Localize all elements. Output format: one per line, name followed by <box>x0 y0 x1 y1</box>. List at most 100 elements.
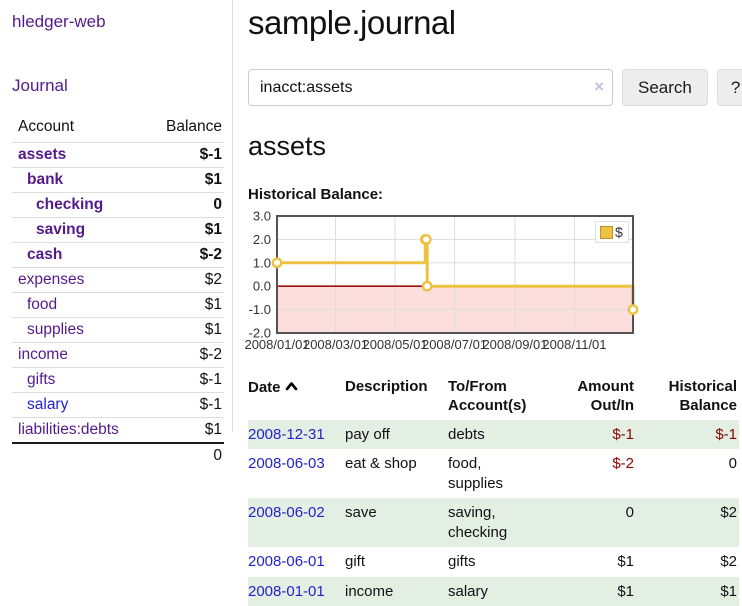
account-row: food $1 <box>12 293 224 318</box>
txn-amount-cell: $1 <box>548 547 636 577</box>
svg-text:2008/05/01: 2008/05/01 <box>362 337 427 352</box>
accounts-total-value: 0 <box>145 443 224 468</box>
svg-text:3.0: 3.0 <box>253 209 271 224</box>
txn-date-link[interactable]: 2008-06-01 <box>248 553 325 570</box>
accounts-header-account: Account <box>12 114 145 143</box>
app-brand-link[interactable]: hledger-web <box>12 12 224 32</box>
txn-accounts-cell: salary <box>448 577 548 606</box>
account-row: cash$-2 <box>12 243 224 268</box>
svg-text:1.0: 1.0 <box>253 255 271 270</box>
column-header-date[interactable]: Date <box>248 376 345 420</box>
txn-date-cell: 2008-06-03 <box>248 449 345 498</box>
account-link[interactable]: supplies <box>27 321 84 338</box>
account-link[interactable]: checking <box>36 196 103 213</box>
search-button[interactable]: Search <box>622 69 708 106</box>
txn-date-link[interactable]: 2008-12-31 <box>248 426 325 443</box>
accounts-total-row: 0 <box>12 443 224 468</box>
help-button[interactable]: ? <box>717 69 742 106</box>
search-input[interactable] <box>248 69 613 106</box>
txn-amount-cell: $-2 <box>548 449 636 498</box>
account-balance: $1 <box>145 168 224 193</box>
txn-date-link[interactable]: 2008-06-02 <box>248 504 325 521</box>
account-link[interactable]: liabilities:debts <box>18 421 119 438</box>
txn-balance-cell: 0 <box>636 449 739 498</box>
account-row: salary $-1 <box>12 393 224 418</box>
column-header-description: Description <box>345 376 448 420</box>
svg-text:2.0: 2.0 <box>253 232 271 247</box>
sidebar-item-journal[interactable]: Journal <box>12 76 224 96</box>
account-balance: $1 <box>145 418 224 444</box>
column-header-amount: Amount Out/In <box>548 376 636 420</box>
account-link[interactable]: cash <box>27 246 62 263</box>
account-balance: $-1 <box>145 393 224 418</box>
txn-date-cell: 2008-06-01 <box>248 547 345 577</box>
txn-amount-cell: 0 <box>548 498 636 547</box>
svg-text:-1.0: -1.0 <box>249 302 271 317</box>
account-link[interactable]: saving <box>36 221 85 238</box>
svg-text:2008/03/01: 2008/03/01 <box>303 337 368 352</box>
account-balance: $2 <box>145 268 224 293</box>
search-input-wrap: × <box>248 69 613 106</box>
account-link[interactable]: salary <box>27 396 68 413</box>
account-balance: $-2 <box>145 343 224 368</box>
account-link[interactable]: gifts <box>27 371 55 388</box>
sort-ascending-icon <box>285 378 298 397</box>
txn-amount-cell: $1 <box>548 577 636 606</box>
account-link[interactable]: bank <box>27 171 63 188</box>
account-row: supplies $1 <box>12 318 224 343</box>
page-title: sample.journal <box>248 4 742 42</box>
txn-description-cell: gift <box>345 547 448 577</box>
txn-accounts-cell: food, supplies <box>448 449 548 498</box>
account-balance: 0 <box>145 193 224 218</box>
txn-description-cell: save <box>345 498 448 547</box>
account-row: checking 0 <box>12 193 224 218</box>
svg-text:2008/11/01: 2008/11/01 <box>542 337 606 352</box>
account-balance: $1 <box>145 318 224 343</box>
svg-text:2008/07/01: 2008/07/01 <box>422 337 487 352</box>
account-row: bank $1 <box>12 168 224 193</box>
txn-description-cell: pay off <box>345 420 448 450</box>
account-link[interactable]: expenses <box>18 271 84 288</box>
accounts-header-balance: Balance <box>145 114 224 143</box>
sidebar: hledger-web Journal Account Balance asse… <box>0 0 233 432</box>
account-link[interactable]: assets <box>18 146 66 163</box>
chart-title: Historical Balance: <box>248 186 742 203</box>
txn-balance-cell: $1 <box>636 577 739 606</box>
svg-text:0.0: 0.0 <box>253 279 271 294</box>
svg-text:2008/01/01: 2008/01/01 <box>244 337 309 352</box>
txn-date-link[interactable]: 2008-06-03 <box>248 455 325 472</box>
account-balance: $1 <box>145 293 224 318</box>
account-row: expenses $2 <box>12 268 224 293</box>
txn-date-cell: 2008-06-02 <box>248 498 345 547</box>
account-link[interactable]: income <box>18 346 68 363</box>
account-row: saving $1 <box>12 218 224 243</box>
account-row: assets $-1 <box>12 143 224 168</box>
txn-balance-cell: $2 <box>636 547 739 577</box>
account-row: liabilities:debts $1 <box>12 418 224 444</box>
txn-description-cell: eat & shop <box>345 449 448 498</box>
account-balance: $1 <box>145 218 224 243</box>
txn-date-cell: 2008-12-31 <box>248 420 345 450</box>
txn-balance-cell: $-1 <box>636 420 739 450</box>
account-row: gifts$-1 <box>12 368 224 393</box>
app-window: hledger-web Journal Account Balance asse… <box>0 0 742 582</box>
txn-accounts-cell: gifts <box>448 547 548 577</box>
account-link[interactable]: food <box>27 296 57 313</box>
txn-date-link[interactable]: 2008-01-01 <box>248 583 325 600</box>
txn-balance-cell: $2 <box>636 498 739 547</box>
chart-legend: $ <box>595 221 629 243</box>
txn-amount-cell: $-1 <box>548 420 636 450</box>
column-header-accounts: To/From Account(s) <box>448 376 548 420</box>
txn-accounts-cell: saving, checking <box>448 498 548 547</box>
legend-swatch-icon <box>600 226 613 239</box>
account-balance: $-1 <box>145 143 224 168</box>
clear-search-icon[interactable]: × <box>594 76 604 98</box>
main-content: sample.journal × Search ? assets Histori… <box>233 0 742 582</box>
search-bar: × Search ? <box>248 69 742 106</box>
